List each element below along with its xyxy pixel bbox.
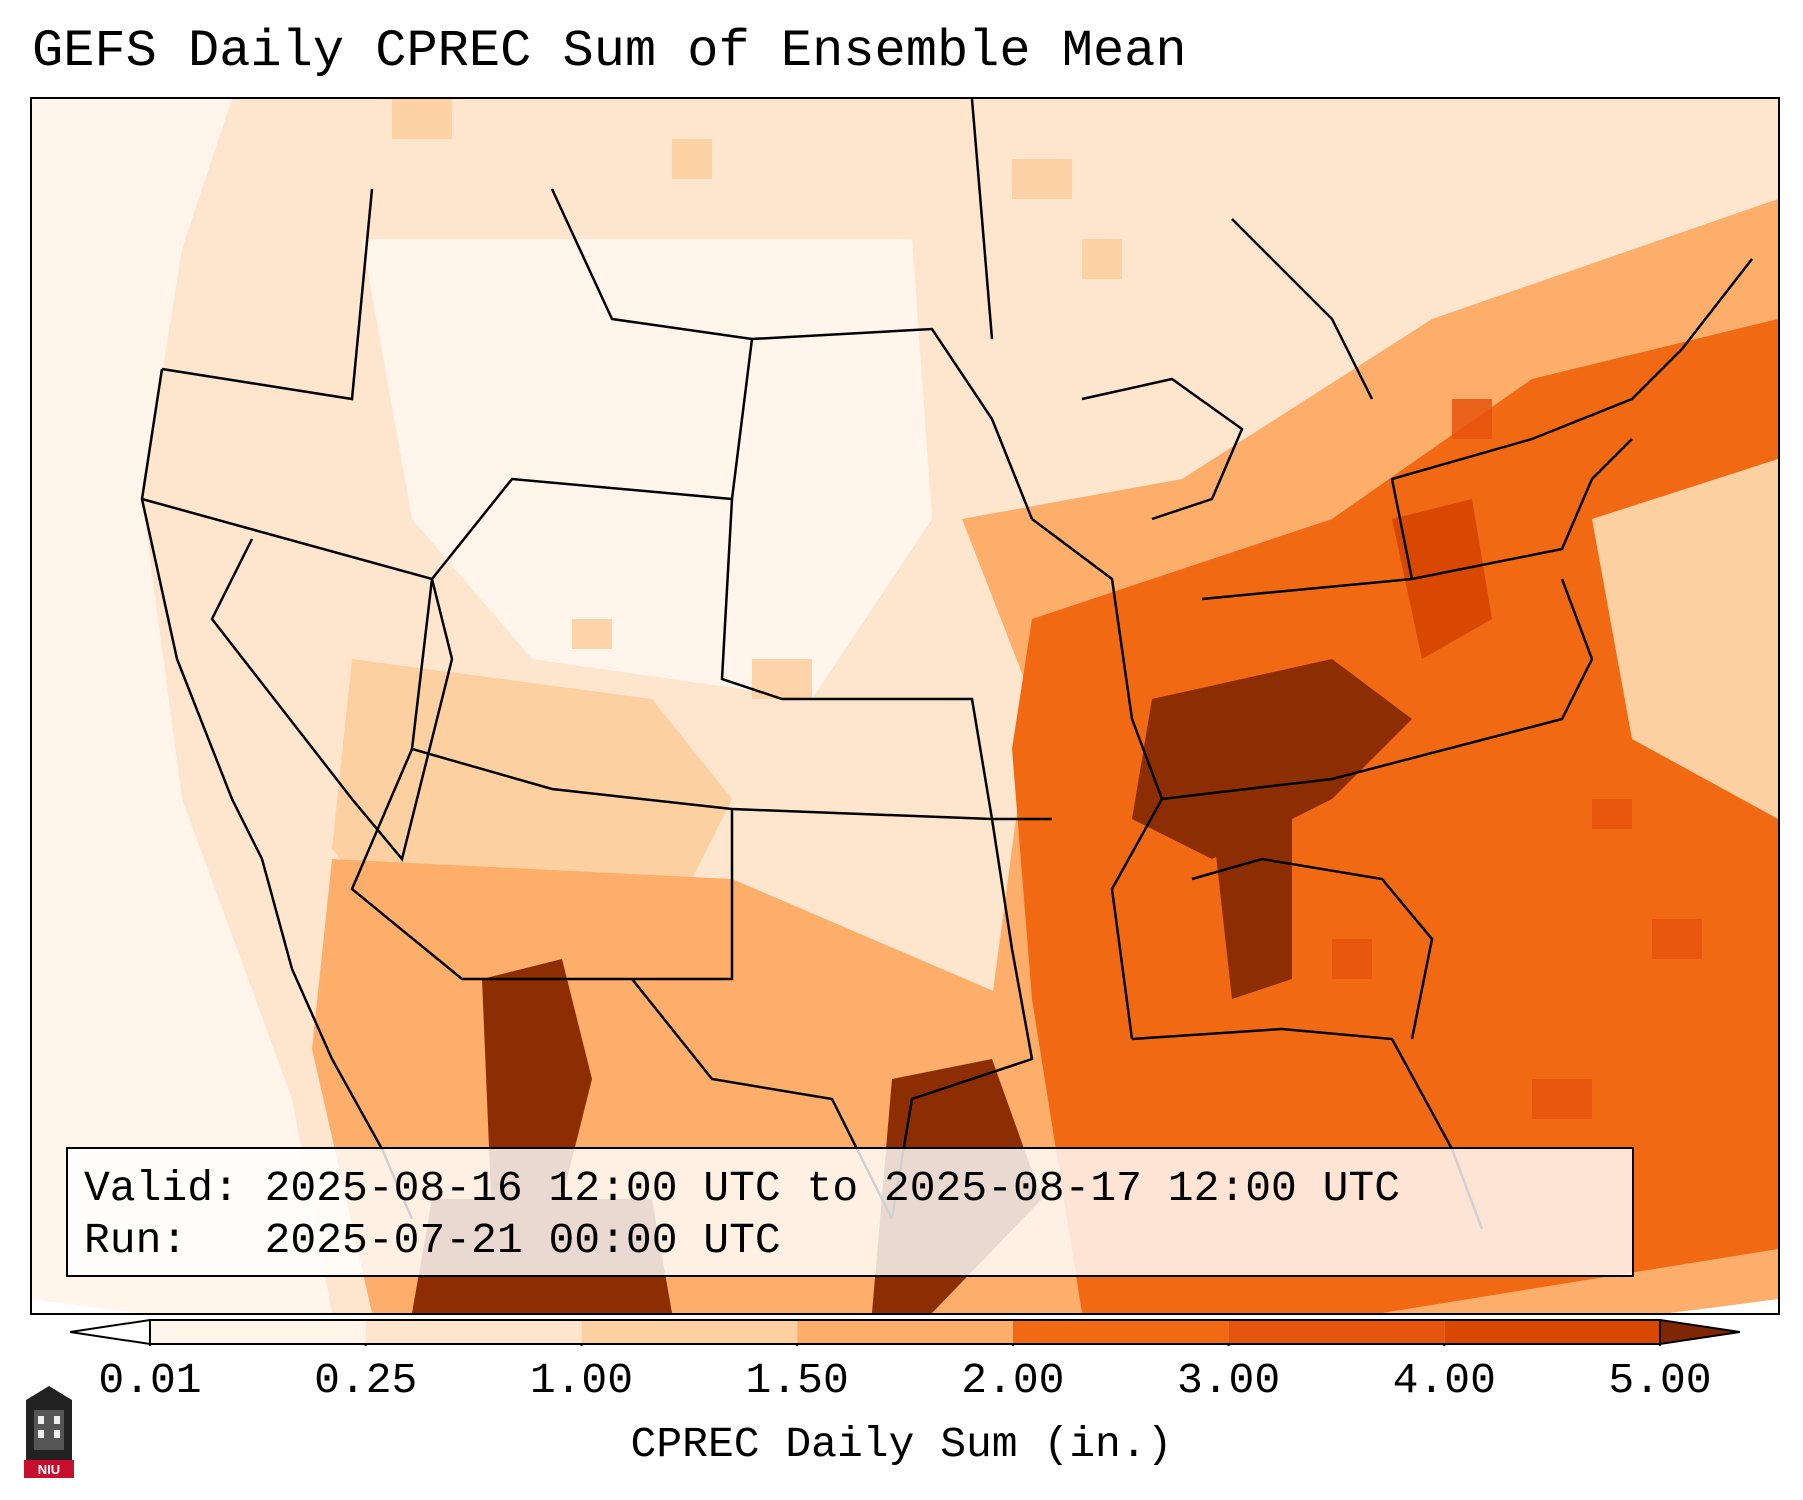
- colorbar: [70, 1318, 1740, 1346]
- colorbar-segment: [581, 1320, 798, 1344]
- colorbar-tick-label: 3.00: [1176, 1356, 1281, 1405]
- colorbar-label: CPREC Daily Sum (in.): [630, 1420, 1173, 1469]
- colorbar-segment: [1444, 1320, 1660, 1344]
- pacific-light-field: [32, 99, 332, 1313]
- map-panel: [30, 97, 1780, 1315]
- plains-light-field: [362, 239, 932, 699]
- colorbar-tick-label: 1.00: [529, 1356, 634, 1405]
- page-title: GEFS Daily CPREC Sum of Ensemble Mean: [32, 22, 1187, 81]
- colorbar-over-arrow: [1659, 1318, 1740, 1346]
- niu-logo: NIU: [24, 1386, 74, 1478]
- tennessee-core: [1132, 659, 1412, 859]
- boundary-lines: [140, 99, 1753, 1230]
- precip-speckles-dark: [1332, 399, 1702, 1119]
- colorbar-tick-label: 5.00: [1608, 1356, 1712, 1405]
- colorbar-segment: [797, 1320, 1013, 1344]
- colorbar-segment: [1012, 1320, 1229, 1344]
- colorbar-tick-label: 2.00: [961, 1356, 1065, 1405]
- colorbar-tick-label: 0.25: [314, 1356, 418, 1405]
- logo-text: NIU: [38, 1462, 60, 1477]
- colorbar-tick-label: 4.00: [1392, 1356, 1496, 1405]
- run-time-text: Run: 2025-07-21 00:00 UTC: [84, 1216, 781, 1265]
- colorbar-segment: [150, 1320, 366, 1344]
- precip-speckles: [392, 99, 1122, 699]
- precip-map: [32, 99, 1778, 1313]
- colorbar-under-arrow: [70, 1318, 151, 1346]
- colorbar-segment: [365, 1320, 582, 1344]
- valid-run-info-box: Valid: 2025-08-16 12:00 UTC to 2025-08-1…: [66, 1147, 1634, 1277]
- colorbar-outline: [149, 1319, 1661, 1345]
- atlantic-light-field: [1592, 459, 1778, 819]
- pennsylvania-core: [1392, 499, 1492, 659]
- colorbar-tick-label: 1.50: [745, 1356, 849, 1405]
- colorbar-segment: [1228, 1320, 1445, 1344]
- alabama-core: [1212, 819, 1292, 999]
- east-field: [1012, 319, 1778, 1313]
- colorbar-tick-label: 0.01: [98, 1356, 202, 1405]
- valid-time-text: Valid: 2025-08-16 12:00 UTC to 2025-08-1…: [84, 1164, 1401, 1213]
